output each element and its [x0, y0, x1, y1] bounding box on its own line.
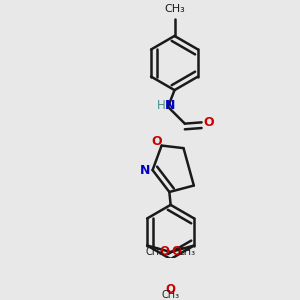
Text: O: O — [172, 245, 182, 259]
Text: N: N — [165, 99, 175, 112]
Text: CH₃: CH₃ — [178, 247, 196, 257]
Text: CH₃: CH₃ — [164, 4, 185, 14]
Text: N: N — [140, 164, 151, 177]
Text: O: O — [203, 116, 214, 129]
Text: H: H — [157, 99, 165, 112]
Text: CH₃: CH₃ — [146, 247, 164, 257]
Text: O: O — [166, 283, 176, 296]
Text: CH₃: CH₃ — [162, 290, 180, 300]
Text: O: O — [151, 135, 162, 148]
Text: O: O — [160, 245, 170, 259]
